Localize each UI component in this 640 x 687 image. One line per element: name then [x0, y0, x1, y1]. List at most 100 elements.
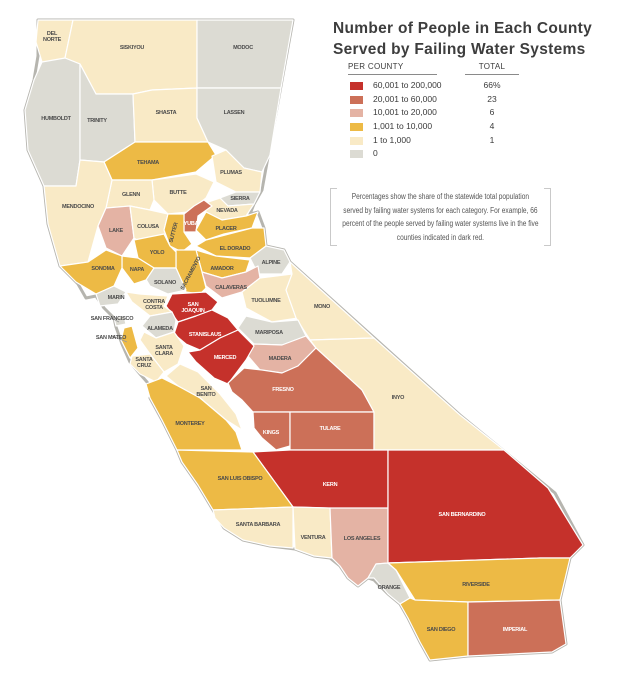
county-riverside	[387, 557, 571, 603]
note-text: Percentages show the share of the statew…	[342, 192, 539, 242]
county-label-mendocino: MENDOCINO	[62, 204, 95, 210]
county-label-sutter: SUTTER	[168, 222, 179, 244]
county-label-kern: KERN	[323, 482, 338, 488]
county-label-solano: SOLANO	[154, 280, 177, 286]
legend-row: 1,001 to 10,000 4	[348, 120, 578, 134]
legend-header-per-county: PER COUNTY	[348, 62, 437, 75]
legend-total-value: 1	[489, 134, 495, 145]
county-sonoma	[59, 249, 123, 295]
county-label-tuolumne: TUOLUMNE	[251, 298, 281, 304]
note-bracket-left	[330, 188, 337, 246]
county-label-alameda: ALAMEDA	[147, 326, 173, 332]
county-label-napa: NAPA	[130, 267, 144, 273]
county-label-colusa: COLUSA	[137, 224, 159, 230]
legend-range-label: 20,001 to 60,000	[373, 93, 437, 104]
county-label-shasta: SHASTA	[156, 110, 177, 116]
county-label-ventura: VENTURA	[301, 535, 326, 541]
county-label-tulare: TULARE	[320, 426, 341, 432]
legend-swatch	[350, 150, 363, 159]
legend-range-label: 1,001 to 10,000	[373, 121, 433, 132]
county-label-glenn: GLENN	[122, 192, 140, 198]
county-label-lake: LAKE	[109, 228, 124, 234]
county-plumas	[211, 149, 263, 193]
legend: PER COUNTY TOTAL 60,001 to 200,000 66% 20,…	[348, 62, 578, 172]
legend-header-total: TOTAL	[465, 62, 519, 75]
county-san-bernardino	[387, 449, 584, 564]
legend-total-value: 6	[489, 107, 495, 118]
legend-swatch	[350, 109, 363, 118]
legend-total-value: 4	[489, 121, 495, 132]
county-marin	[95, 285, 127, 307]
county-label-tehama: TEHAMA	[137, 160, 159, 166]
legend-swatch	[350, 136, 363, 145]
legend-range-label: 60,001 to 200,000	[373, 80, 442, 90]
county-label-amador: AMADOR	[210, 266, 234, 272]
county-label-modoc: MODOC	[233, 45, 253, 51]
county-label-santa-cruz: SANTA CRUZ	[135, 357, 153, 369]
county-contra-costa	[125, 291, 173, 317]
county-yuba	[183, 199, 213, 233]
county-label-inyo: INYO	[392, 395, 405, 401]
county-label-sierra: SIERRA	[230, 196, 250, 202]
label-leader-line	[111, 335, 128, 343]
legend-total-value: 66%	[483, 80, 501, 90]
county-label-marin: MARIN	[108, 295, 125, 301]
county-label-plumas: PLUMAS	[220, 170, 242, 176]
county-label-madera: MADERA	[269, 356, 292, 362]
county-label-merced: MERCED	[214, 355, 237, 361]
legend-range-label: 10,001 to 20,000	[373, 107, 437, 118]
county-label-trinity: TRINITY	[87, 118, 107, 124]
county-label-lassen: LASSEN	[224, 110, 245, 116]
county-label-fresno: FRESNO	[272, 387, 294, 393]
county-label-humboldt: HUMBOLDT	[41, 116, 71, 122]
county-label-san-joaquin: SAN JOAQUIN	[181, 302, 205, 314]
legend-row: 10,001 to 20,000 6	[348, 106, 578, 120]
legend-rows: 60,001 to 200,000 66% 20,001 to 60,000 23 10…	[348, 79, 578, 161]
legend-row: 20,001 to 60,000 23	[348, 93, 578, 107]
page-title: Number of People in Each County Served b…	[333, 18, 633, 60]
legend-swatch	[350, 123, 363, 132]
title-line-2: Served by Failing Water Systems	[333, 41, 586, 58]
legend-range-label: 1 to 1,000	[373, 134, 411, 145]
county-label-calaveras: CALAVERAS	[215, 285, 247, 291]
county-label-riverside: RIVERSIDE	[462, 582, 490, 588]
legend-swatch	[350, 95, 363, 104]
legend-swatch	[350, 82, 363, 90]
legend-row: 60,001 to 200,000 66%	[348, 79, 578, 93]
county-san-mateo	[120, 325, 139, 359]
county-label-stanislaus: STANISLAUS	[189, 332, 222, 338]
county-label-el-dorado: EL DORADO	[220, 246, 252, 252]
county-santa-clara	[139, 331, 185, 373]
county-modoc	[196, 19, 294, 89]
county-label-santa-clara: SANTA CLARA	[155, 345, 173, 357]
county-label-nevada: NEVADA	[216, 208, 238, 214]
label-leader-line	[112, 318, 120, 323]
county-label-butte: BUTTE	[169, 190, 187, 196]
county-label-mariposa: MARIPOSA	[255, 330, 283, 336]
title-line-1: Number of People in Each County	[333, 20, 593, 37]
county-label-kings: KINGS	[263, 430, 280, 436]
county-merced	[187, 329, 255, 385]
legend-row: 1 to 1,000 1	[348, 134, 578, 148]
county-label-san-benito: SAN BENITO	[196, 386, 216, 398]
county-label-yolo: YOLO	[150, 250, 166, 256]
legend-row: 0	[348, 147, 578, 161]
county-imperial	[467, 599, 567, 657]
county-label-yuba: YUBA	[184, 221, 199, 227]
county-label-orange: ORANGE	[378, 585, 401, 591]
county-sutter	[163, 213, 193, 253]
county-label-san-bernardino: SAN BERNARDINO	[439, 512, 487, 518]
county-label-san-diego: SAN DIEGO	[427, 627, 457, 633]
county-label-siskiyou: SISKIYOU	[120, 45, 145, 51]
county-label-mono: MONO	[314, 304, 331, 310]
county-label-san-francisco: SAN FRANCISCO	[91, 316, 135, 322]
note-box: Percentages show the share of the statew…	[330, 188, 551, 246]
county-label-monterey: MONTEREY	[175, 421, 205, 427]
county-label-santa-barbara: SANTA BARBARA	[236, 522, 281, 528]
county-monterey	[145, 377, 243, 451]
county-san-francisco	[113, 315, 127, 327]
county-label-del-norte: DEL NORTE	[43, 31, 62, 43]
county-label-sonoma: SONOMA	[91, 266, 115, 272]
